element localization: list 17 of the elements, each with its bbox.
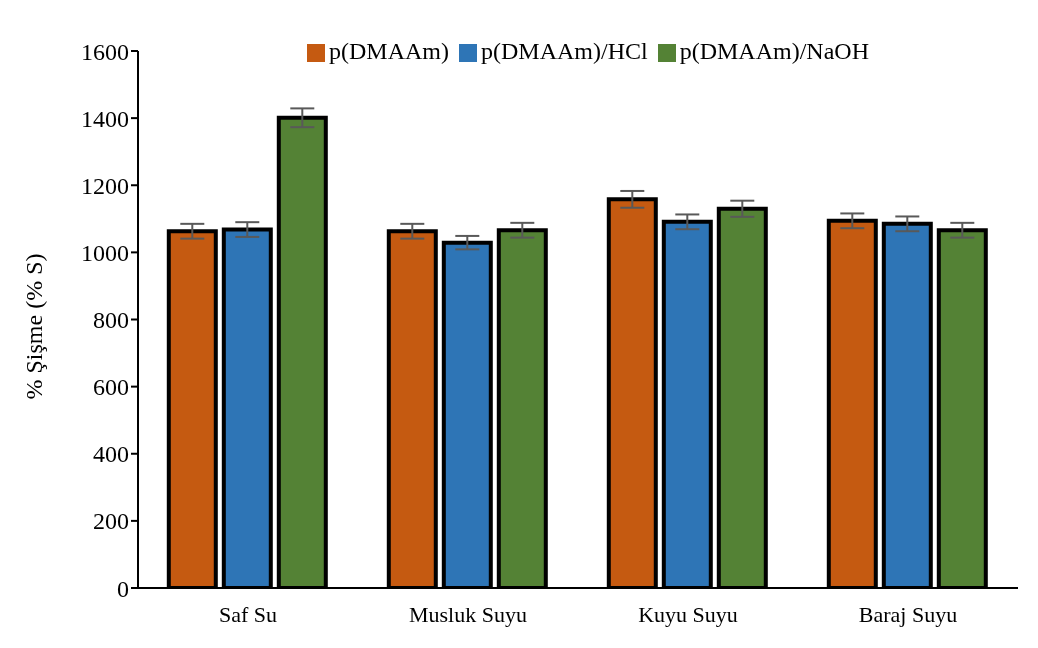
y-tick-label: 200 [93,508,129,535]
x-tick-label: Baraj Suyu [858,601,958,627]
x-tick-label: Kuyu Suyu [638,601,738,627]
y-tick-label: 0 [117,575,129,602]
y-tick-label: 1400 [81,105,129,132]
legend-label: p(DMAAm)/NaOH [679,38,869,64]
y-tick-label: 600 [93,374,129,401]
x-tick-label: Musluk Suyu [409,601,527,627]
y-tick-label: 1200 [81,172,129,199]
y-tick-label: 800 [93,307,129,334]
y-tick-label: 1000 [81,239,129,266]
y-axis-title: % Şişme (% S) [20,253,47,400]
legend-label: p(DMAAm) [329,38,449,64]
y-tick-label: 400 [93,441,129,468]
y-tick-label: 1600 [81,38,129,65]
legend-label: p(DMAAm)/HCl [481,38,648,64]
x-tick-label: Saf Su [218,601,278,627]
